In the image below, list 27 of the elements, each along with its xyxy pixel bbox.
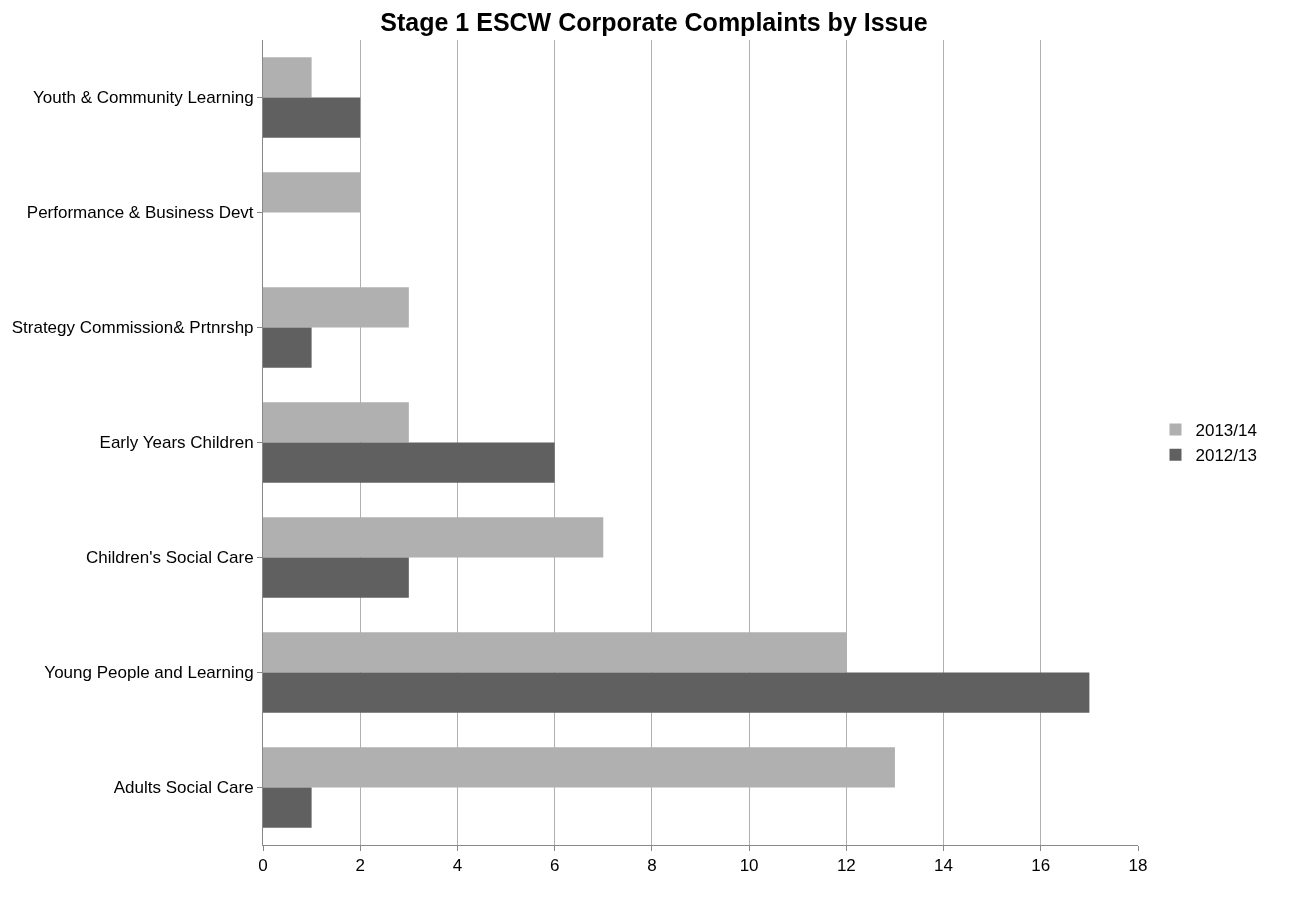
bar: [263, 672, 1090, 713]
x-tick-label: 8: [647, 856, 657, 876]
bar: [263, 557, 409, 598]
bar: [263, 97, 361, 138]
y-tick-label: Early Years Children: [99, 433, 254, 453]
bar: [263, 787, 312, 828]
legend-label: 2012/13: [1195, 446, 1257, 466]
x-tick-label: 4: [452, 856, 463, 876]
x-tick-label: 2: [355, 856, 365, 876]
y-tick-label: Young People and Learning: [44, 663, 254, 683]
chart-title: Stage 1 ESCW Corporate Complaints by Issue: [380, 8, 928, 37]
y-tick-label: Adults Social Care: [113, 778, 254, 798]
y-tick-label: Youth & Community Learning: [33, 88, 254, 108]
bar: [263, 327, 312, 368]
legend-label: 2013/14: [1195, 421, 1257, 441]
bar: [263, 57, 312, 98]
x-tick-label: 6: [549, 856, 560, 876]
x-tick-label: 14: [934, 856, 954, 876]
bar: [263, 442, 555, 483]
x-tick-label: 12: [836, 856, 856, 876]
y-tick-label: Performance & Business Devt: [26, 203, 254, 223]
x-tick-label: 0: [258, 856, 268, 876]
x-tick-label: 16: [1031, 856, 1051, 876]
x-tick-label: 18: [1128, 856, 1148, 876]
y-tick-label: Children's Social Care: [85, 548, 254, 568]
x-tick-label: 10: [739, 856, 759, 876]
y-tick-label: Strategy Commission& Prtnrshp: [11, 318, 254, 338]
